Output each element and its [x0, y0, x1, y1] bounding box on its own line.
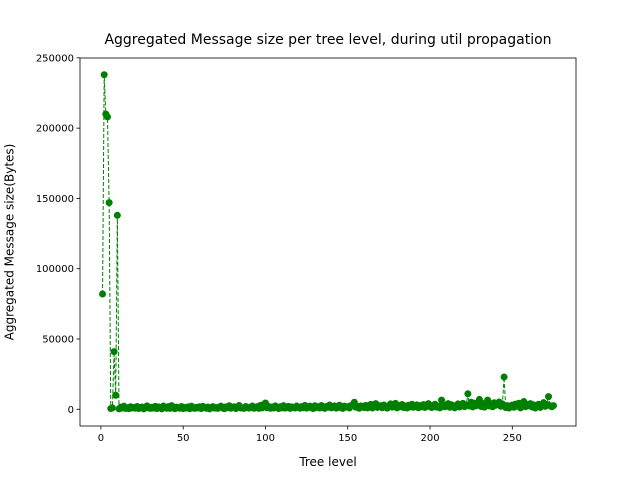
data-point — [113, 211, 121, 219]
data-point — [545, 393, 553, 401]
x-tick-label: 50 — [177, 433, 190, 444]
data-point — [549, 402, 557, 410]
x-tick-label: 150 — [338, 433, 357, 444]
x-tick-label: 200 — [420, 433, 439, 444]
y-tick-label: 50000 — [42, 334, 74, 345]
x-tick-label: 250 — [503, 433, 522, 444]
y-axis-label: Aggregated Message size(Bytes) — [3, 144, 17, 341]
data-point — [110, 348, 118, 356]
y-tick-label: 200000 — [36, 124, 74, 135]
data-point — [103, 113, 111, 121]
y-tick-label: 150000 — [36, 194, 74, 205]
data-point — [100, 71, 108, 79]
data-point — [112, 391, 120, 399]
data-point — [500, 373, 508, 381]
x-tick-label: 0 — [98, 433, 104, 444]
data-point — [105, 199, 113, 207]
x-tick-label: 100 — [256, 433, 275, 444]
y-tick-label: 0 — [68, 405, 74, 416]
chart-title: Aggregated Message size per tree level, … — [104, 32, 551, 48]
y-tick-label: 100000 — [36, 264, 74, 275]
data-point — [99, 290, 107, 298]
plot-frame — [79, 57, 577, 427]
data-point — [464, 390, 472, 398]
x-axis-label: Tree level — [298, 455, 356, 469]
data-point — [108, 404, 116, 412]
y-tick-label: 250000 — [36, 53, 74, 64]
